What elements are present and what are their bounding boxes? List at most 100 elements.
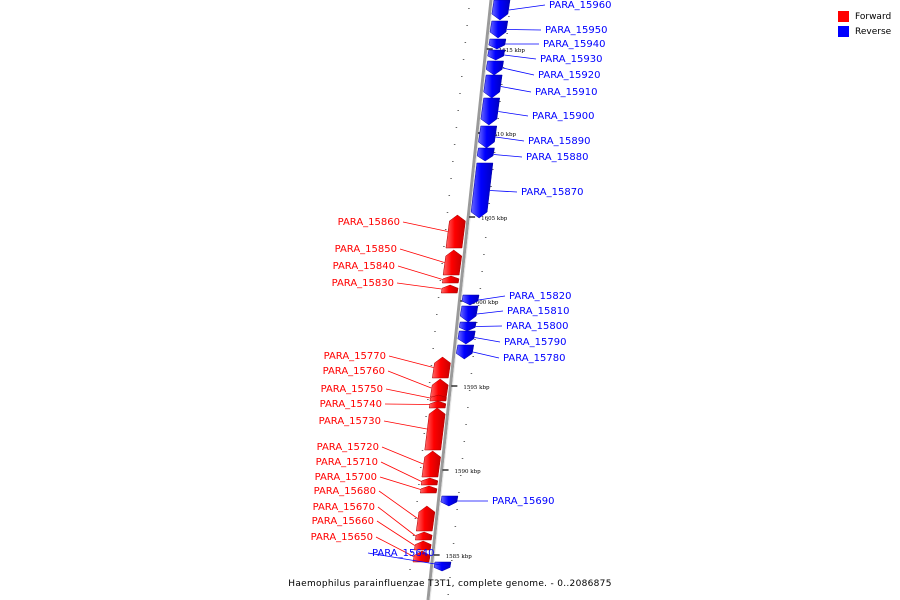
gene-label[interactable]: PARA_15810 <box>507 306 569 317</box>
gene-label-leader <box>506 29 542 31</box>
gene-feature[interactable] <box>441 275 460 284</box>
gene-feature[interactable] <box>476 147 495 162</box>
gene-feature[interactable] <box>419 485 438 494</box>
gene-label-leader <box>384 403 430 405</box>
gene-feature[interactable] <box>483 74 503 99</box>
gene-label[interactable]: PARA_15750 <box>321 384 383 395</box>
minor-tick <box>459 93 461 94</box>
gene-feature[interactable] <box>488 38 507 50</box>
gene-label[interactable]: PARA_15760 <box>323 366 385 377</box>
gene-feature[interactable] <box>457 330 476 345</box>
gene-label[interactable]: PARA_15690 <box>492 496 554 507</box>
minor-tick <box>462 59 465 60</box>
gene-feature[interactable] <box>456 344 475 360</box>
gene-label[interactable]: PARA_15920 <box>538 70 600 81</box>
gene-label[interactable]: PARA_15890 <box>528 136 590 147</box>
major-tick-label: 1585 kbp <box>446 554 473 560</box>
gene-label-leader <box>378 490 418 519</box>
gene-label[interactable]: PARA_15660 <box>312 516 374 527</box>
gene-label-leader <box>381 446 424 465</box>
minor-tick <box>427 399 429 400</box>
gene-label[interactable]: PARA_15960 <box>549 0 611 11</box>
gene-feature[interactable] <box>415 531 433 541</box>
minor-tick <box>452 161 454 162</box>
gene-label-leader <box>495 136 525 142</box>
gene-label[interactable]: PARA_15930 <box>540 54 602 65</box>
gene-feature[interactable] <box>470 162 494 219</box>
gene-label-leader <box>380 461 422 482</box>
gene-feature[interactable] <box>480 97 500 126</box>
gene-label[interactable]: PARA_15940 <box>543 39 605 50</box>
gene-feature[interactable] <box>413 540 432 551</box>
gene-label[interactable]: PARA_15830 <box>332 278 394 289</box>
gene-label[interactable]: PARA_15740 <box>320 399 382 410</box>
gene-feature[interactable] <box>420 477 439 486</box>
gene-label[interactable]: PARA_15850 <box>335 244 397 255</box>
gene-feature[interactable] <box>485 60 504 76</box>
minor-tick <box>488 203 491 204</box>
gene-feature[interactable] <box>430 378 449 398</box>
minor-tick <box>450 178 452 179</box>
gene-label[interactable]: PARA_15680 <box>314 486 376 497</box>
gene-feature[interactable] <box>440 495 459 507</box>
gene-feature[interactable] <box>415 505 436 532</box>
gene-label-leader <box>474 337 501 343</box>
gene-feature[interactable] <box>491 0 511 21</box>
gene-label[interactable]: PARA_15710 <box>316 457 378 468</box>
gene-label[interactable]: PARA_15770 <box>324 351 386 362</box>
major-tick-label: 1605 kbp <box>481 216 508 222</box>
gene-label[interactable]: PARA_15720 <box>317 442 379 453</box>
minor-tick <box>492 169 494 170</box>
gene-feature[interactable] <box>459 305 479 323</box>
gene-label[interactable]: PARA_15790 <box>504 337 566 348</box>
gene-feature[interactable] <box>442 249 463 276</box>
minor-tick <box>423 433 426 434</box>
minor-tick <box>504 50 507 51</box>
gene-label[interactable]: PARA_15870 <box>521 187 583 198</box>
gene-feature[interactable] <box>458 321 477 332</box>
gene-feature[interactable] <box>432 356 451 379</box>
gene-label[interactable]: PARA_15860 <box>338 217 400 228</box>
gene-label[interactable]: PARA_15780 <box>503 353 565 364</box>
gene-label-leader <box>383 420 428 430</box>
minor-tick <box>477 305 480 306</box>
minor-tick <box>425 416 427 417</box>
legend: Forward Reverse <box>838 9 891 39</box>
gene-label[interactable]: PARA_15880 <box>526 152 588 163</box>
gene-feature[interactable] <box>478 125 498 149</box>
gene-label[interactable]: PARA_15730 <box>319 416 381 427</box>
genome-backbone-edge <box>429 0 494 600</box>
gene-feature[interactable] <box>428 400 447 409</box>
minor-tick <box>446 212 449 213</box>
gene-label[interactable]: PARA_15640 <box>372 548 434 559</box>
gene-label[interactable]: PARA_15950 <box>545 25 607 36</box>
gene-label[interactable]: PARA_15820 <box>509 291 571 302</box>
minor-tick <box>461 458 464 459</box>
minor-tick <box>451 560 453 561</box>
gene-feature[interactable] <box>489 20 509 39</box>
gene-label[interactable]: PARA_15670 <box>313 502 375 513</box>
minor-tick <box>466 25 468 26</box>
minor-tick <box>453 144 456 145</box>
gene-feature[interactable] <box>445 214 466 249</box>
gene-feature[interactable] <box>424 407 446 451</box>
legend-item-reverse: Reverse <box>838 24 891 39</box>
gene-label-leader <box>385 388 431 399</box>
minor-tick <box>437 297 440 298</box>
gene-label[interactable]: PARA_15800 <box>506 321 568 332</box>
gene-label[interactable]: PARA_15650 <box>311 532 373 543</box>
gene-feature[interactable] <box>487 49 506 61</box>
gene-feature[interactable] <box>440 284 459 294</box>
minor-tick <box>418 484 420 485</box>
minor-tick <box>454 526 457 527</box>
gene-feature[interactable] <box>421 450 441 478</box>
gene-label[interactable]: PARA_15700 <box>315 472 377 483</box>
gene-label-leader <box>377 506 416 537</box>
gene-label[interactable]: PARA_15900 <box>532 111 594 122</box>
minor-tick <box>468 390 471 391</box>
minor-tick <box>493 152 496 153</box>
gene-feature[interactable] <box>461 294 480 306</box>
gene-label[interactable]: PARA_15840 <box>333 261 395 272</box>
minor-tick-dots <box>407 8 510 595</box>
gene-label[interactable]: PARA_15910 <box>535 87 597 98</box>
